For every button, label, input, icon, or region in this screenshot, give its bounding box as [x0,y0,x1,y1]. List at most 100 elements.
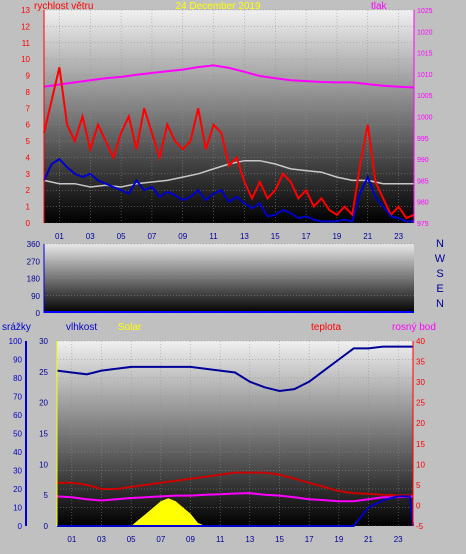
time-tick-label: 19 [334,535,343,544]
temperature-tick-label: 25 [416,399,425,408]
solar-tick-label: 20 [39,399,48,408]
pressure-tick-label: 1015 [417,51,433,58]
humidity-line [56,345,413,393]
wind-tick-label: 5 [26,137,31,146]
precip-tick-label: 50 [13,430,22,439]
wind-tick-label: 8 [26,88,31,97]
direction-tick-label: 0 [36,309,41,318]
wind-tick-label: 7 [26,104,31,113]
wind-speed-label: rychlost větru [34,1,93,12]
pressure-label: tlak [371,1,388,12]
time-tick-label: 07 [147,232,156,241]
compass-letter: S [436,268,443,280]
time-tick-label: 05 [127,535,136,544]
time-tick-label: 05 [117,232,126,241]
temperature-tick-label: 5 [416,481,421,490]
solar-tick-label: 30 [39,337,48,346]
time-tick-label: 11 [216,535,225,544]
date-title: 24 December 2019 [175,1,260,12]
solar-tick-label: 10 [39,460,48,469]
wind-panel-background [44,10,414,223]
wind-panel-series [43,64,415,223]
solar-label: Solar [118,322,142,333]
precip-tick-label: 100 [9,337,23,346]
pressure-tick-label: 1005 [417,93,433,100]
solar-tick-label: 15 [39,430,48,439]
time-tick-label: 01 [67,535,76,544]
climate-panel-series [56,345,414,527]
time-tick-label: 09 [186,535,195,544]
precip-tick-label: 70 [13,393,22,402]
compass-letter: N [436,238,444,250]
temperature-tick-label: 35 [416,358,425,367]
wind-tick-label: 9 [26,72,31,81]
wind-tick-label: 1 [26,203,31,212]
wind-tick-label: 10 [21,55,30,64]
temperature-line [57,471,413,497]
wind-tick-label: 3 [26,170,31,179]
precip-tick-label: 90 [13,356,22,365]
wind_gust-line [43,157,414,223]
pressure-tick-label: 1025 [417,8,433,15]
time-tick-label: 09 [178,232,187,241]
time-tick-label: 17 [305,535,314,544]
wind-tick-label: 0 [26,219,31,228]
wind-tick-label: 12 [21,22,30,31]
pressure-tick-label: 1000 [417,115,433,122]
precip-tick-label: 10 [13,504,22,513]
time-tick-label: 21 [363,232,372,241]
time-tick-label: 01 [55,232,64,241]
solar-area [57,498,413,526]
precip-tick-label: 30 [13,467,22,476]
time-tick-label: 23 [394,535,403,544]
temperature-tick-label: 15 [416,440,425,449]
pressure-line [43,64,415,89]
solar-tick-label: 5 [44,491,49,500]
time-tick-label: 23 [394,232,403,241]
pressure-tick-label: 985 [417,178,429,185]
humidity-label: vlhkost [66,322,97,333]
precip-tick-label: 60 [13,411,22,420]
temperature-tick-label: 10 [416,460,425,469]
direction-tick-label: 270 [27,257,41,266]
time-tick-label: 07 [156,535,165,544]
pressure-tick-label: 1010 [417,72,433,79]
compass-letter: E [436,283,443,295]
temperature-tick-label: -5 [416,522,424,531]
time-tick-label: 13 [240,232,249,241]
time-tick-label: 19 [332,232,341,241]
compass-letter: W [435,253,446,265]
precip-label: srážky [2,322,31,333]
dewpoint-label: rosný bod [392,322,436,333]
time-tick-label: 15 [271,232,280,241]
wind-panel-ticks: 0123456789101112139759809859909951000100… [21,6,433,241]
temperature-tick-label: 0 [416,501,421,510]
solar-tick-label: 0 [44,522,49,531]
time-tick-label: 03 [97,535,106,544]
temperature-tick-label: 30 [416,378,425,387]
pressure-tick-label: 995 [417,136,429,143]
precip-tick-label: 80 [13,374,22,383]
precip-tick-label: 20 [13,485,22,494]
pressure-tick-label: 990 [417,157,429,164]
wind_speed-line [43,67,415,220]
wind-tick-label: 13 [21,6,30,15]
pressure-tick-label: 975 [417,221,429,228]
direction-panel-background [44,244,414,313]
direction-tick-label: 180 [27,275,41,284]
compass-letter: N [436,298,444,310]
precip-tick-label: 0 [18,522,23,531]
wind-tick-label: 11 [22,39,31,48]
wind-tick-label: 2 [26,186,31,195]
precip-line [57,495,414,527]
pressure-tick-label: 980 [417,200,429,207]
climate-panel-ticks: 0102030405060708090100051015202530-50510… [9,337,426,544]
solar-tick-label: 25 [39,368,48,377]
precip-tick-label: 40 [13,448,22,457]
temperature-tick-label: 40 [416,337,425,346]
wind-tick-label: 4 [26,153,31,162]
direction-tick-label: 360 [27,240,41,249]
